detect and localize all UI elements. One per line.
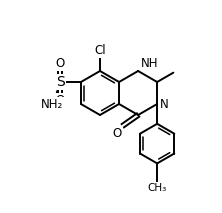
Text: NH: NH <box>141 57 159 70</box>
Text: NH₂: NH₂ <box>41 98 63 111</box>
Text: O: O <box>113 127 122 140</box>
Text: O: O <box>56 94 65 107</box>
Text: CH₃: CH₃ <box>148 183 167 193</box>
Text: O: O <box>56 57 65 70</box>
Text: Cl: Cl <box>94 44 106 57</box>
Text: S: S <box>56 75 64 89</box>
Text: N: N <box>160 98 169 111</box>
